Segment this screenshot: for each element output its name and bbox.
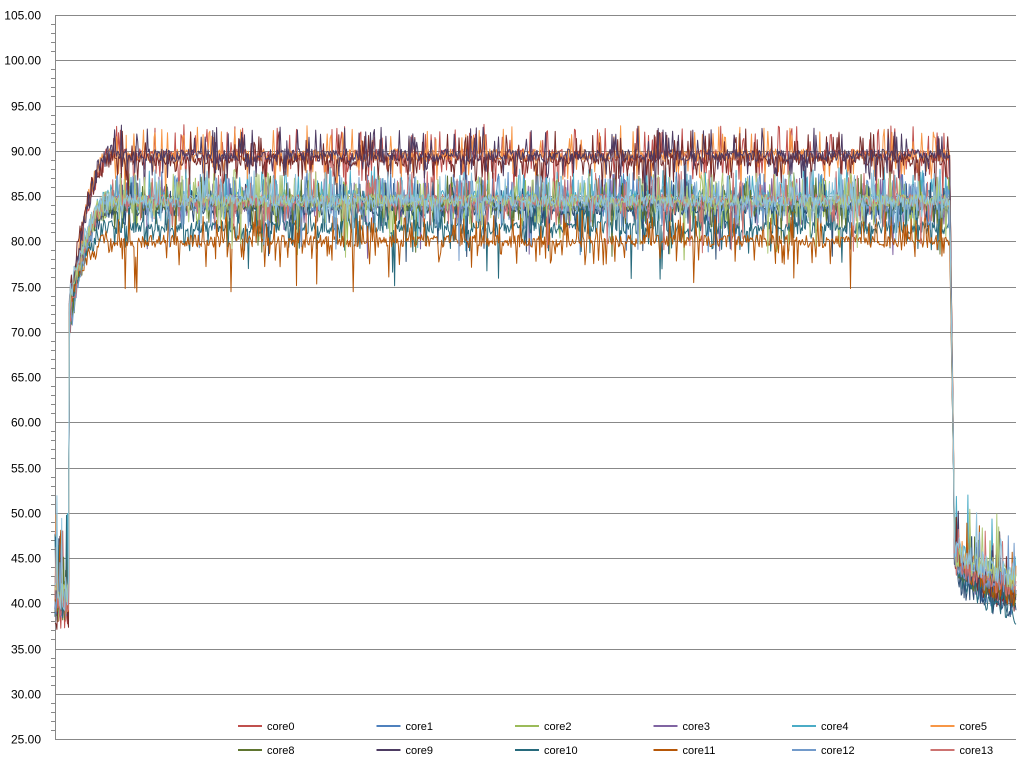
legend-label: core4 [821, 721, 849, 733]
legend-label: core9 [406, 745, 434, 757]
legend: core0core1core2core3core4core5core6core7… [238, 721, 994, 757]
legend-label: core13 [960, 745, 994, 757]
series-lines [54, 123, 1017, 630]
y-tick-label: 80.00 [11, 235, 41, 249]
y-tick-label: 100.00 [4, 54, 41, 68]
y-tick-label: 30.00 [11, 688, 41, 702]
y-tick-label: 95.00 [11, 100, 41, 114]
legend-entry-core1: core1 [376, 721, 434, 733]
legend-entry-core3: core3 [653, 721, 711, 733]
series-line-core15 [54, 168, 1017, 611]
legend-entry-core10: core10 [515, 745, 578, 757]
legend-label: core11 [683, 745, 716, 757]
legend-entry-core4: core4 [792, 721, 849, 733]
legend-entry-core5: core5 [930, 721, 988, 733]
y-tick-label: 55.00 [11, 462, 41, 476]
legend-label: core1 [406, 721, 434, 733]
y-tick-label: 45.00 [11, 552, 41, 566]
legend-label: core2 [544, 721, 572, 733]
y-tick-label: 40.00 [11, 597, 41, 611]
y-tick-label: 60.00 [11, 416, 41, 430]
series-line-core9 [54, 124, 1017, 610]
legend-label: core5 [960, 721, 988, 733]
y-tick-label: 85.00 [11, 190, 41, 204]
legend-entry-core11: core11 [653, 745, 716, 757]
y-tick-label: 35.00 [11, 643, 41, 657]
legend-entry-core12: core12 [792, 745, 855, 757]
series-line-core14 [54, 168, 1017, 607]
legend-label: core8 [267, 745, 295, 757]
legend-label: core10 [544, 745, 578, 757]
legend-entry-core9: core9 [376, 745, 434, 757]
y-tick-label: 75.00 [11, 281, 41, 295]
legend-label: core0 [267, 721, 295, 733]
legend-label: core3 [683, 721, 711, 733]
y-tick-label: 105.00 [4, 9, 41, 23]
legend-entry-core0: core0 [238, 721, 295, 733]
y-tick-label: 50.00 [11, 507, 41, 521]
y-tick-label: 90.00 [11, 145, 41, 159]
y-tick-label: 70.00 [11, 326, 41, 340]
series-line-core13 [54, 169, 1017, 622]
y-axis: 25.00 30.00 35.00 40.00 45.00 50.00 55.00 60.00… [4, 9, 56, 747]
legend-label: core12 [821, 745, 855, 757]
legend-entry-core13: core13 [930, 745, 994, 757]
series-line-core11 [54, 209, 1017, 613]
legend-entry-core8: core8 [238, 745, 295, 757]
legend-entry-core2: core2 [515, 721, 572, 733]
y-tick-label: 25.00 [11, 733, 41, 747]
y-tick-label: 65.00 [11, 371, 41, 385]
